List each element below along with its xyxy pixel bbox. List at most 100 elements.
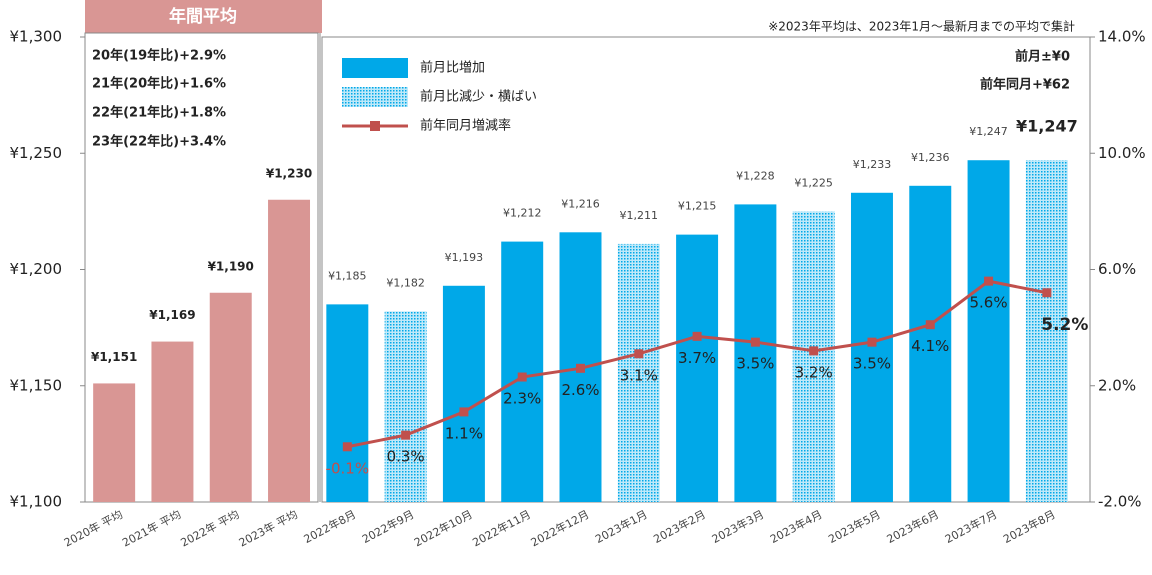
y2-tick-label: 6.0%: [1098, 260, 1136, 278]
header-box: [85, 0, 322, 33]
bar: [501, 241, 544, 502]
value-label: ¥1,228: [736, 169, 775, 182]
note: ※2023年平均は、2023年1月～最新月までの平均で集計: [768, 19, 1075, 34]
value-label: ¥1,193: [445, 251, 484, 264]
x-tick-label: 2023年1月: [593, 507, 650, 546]
x-tick-label: 2023年 平均: [236, 507, 300, 550]
y-tick-label: ¥1,300: [10, 28, 63, 46]
bar: [151, 341, 194, 502]
bar: [442, 285, 485, 502]
value-label: ¥1,225: [794, 176, 833, 189]
line-marker: [401, 430, 411, 440]
line-marker: [809, 346, 819, 356]
line-label: 1.1%: [445, 424, 483, 442]
left-frame: [84, 32, 319, 503]
x-tick-label: 2023年6月: [884, 507, 941, 546]
line-label: 5.2%: [1041, 315, 1088, 335]
line-label: 2.6%: [561, 381, 599, 399]
legend-label: 前月比減少・横ばい: [420, 89, 537, 105]
header-title: 年間平均: [169, 6, 237, 27]
line-label: 3.5%: [736, 355, 774, 373]
x-tick-label: 2022年8月: [301, 507, 358, 546]
side-note: 前年同月+¥62: [980, 77, 1070, 93]
x-tick-label: 2023年3月: [709, 507, 766, 546]
line-marker: [517, 372, 527, 382]
bar: [676, 234, 719, 502]
x-tick-label: 2023年7月: [942, 507, 999, 546]
y2-tick-label: 14.0%: [1098, 28, 1146, 46]
line-marker: [634, 349, 644, 359]
x-tick-label: 2023年4月: [768, 507, 825, 546]
line-label: 4.1%: [911, 337, 949, 355]
x-tick-label: 2023年5月: [826, 507, 883, 546]
bar: [209, 292, 252, 502]
value-label: ¥1,151: [91, 350, 137, 364]
line-label: 3.1%: [620, 366, 658, 384]
line-marker: [925, 320, 935, 330]
bar: [792, 211, 835, 502]
value-label: ¥1,230: [266, 166, 312, 180]
line-marker: [692, 331, 702, 341]
value-label: ¥1,185: [328, 269, 367, 282]
value-label: ¥1,215: [678, 200, 717, 213]
bar: [909, 185, 952, 503]
y-tick-label: ¥1,150: [10, 376, 63, 394]
value-label: ¥1,211: [620, 209, 659, 222]
line-label: 2.3%: [503, 390, 541, 408]
annotation: 21年(20年比)+1.6%: [92, 76, 226, 92]
y2-tick-label: 10.0%: [1098, 144, 1146, 162]
bar: [734, 204, 777, 502]
line-marker: [1042, 288, 1052, 298]
x-tick-label: 2023年8月: [1001, 507, 1058, 546]
line-marker: [750, 337, 760, 347]
line-marker: [459, 407, 469, 417]
y-tick-label: ¥1,200: [10, 260, 63, 278]
value-label: ¥1,216: [561, 197, 600, 210]
annotation: 23年(22年比)+3.4%: [92, 134, 226, 150]
y2-tick-label: 2.0%: [1098, 376, 1136, 394]
value-label: ¥1,247: [1016, 117, 1078, 136]
line-label: -0.1%: [326, 459, 370, 477]
x-tick-label: 2022年10月: [412, 507, 475, 549]
value-label: ¥1,169: [149, 308, 195, 322]
value-label: ¥1,212: [503, 207, 542, 220]
legend-label: 前月比増加: [420, 60, 485, 76]
x-tick-label: 2022年9月: [360, 507, 417, 546]
value-label: ¥1,247: [969, 125, 1008, 138]
y-tick-label: ¥1,100: [10, 493, 63, 511]
bar: [967, 160, 1010, 502]
line-label: 3.2%: [795, 363, 833, 381]
x-tick-label: 2022年 平均: [178, 507, 242, 550]
annotation: 20年(19年比)+2.9%: [92, 48, 226, 64]
bar: [268, 199, 311, 502]
x-tick-label: 2023年2月: [651, 507, 708, 546]
value-label: ¥1,182: [386, 276, 425, 289]
x-tick-label: 2022年11月: [470, 507, 533, 549]
bar: [93, 383, 136, 502]
line-label: 0.3%: [387, 448, 425, 466]
line-label: 5.6%: [970, 294, 1008, 312]
side-note: 前月±¥0: [1015, 49, 1070, 65]
value-label: ¥1,190: [208, 259, 254, 273]
bar: [617, 243, 660, 503]
legend-swatch: [342, 87, 408, 107]
x-tick-label: 2021年 平均: [120, 507, 184, 550]
line-label: 3.5%: [853, 355, 891, 373]
x-tick-label: 2020年 平均: [61, 507, 125, 550]
legend-marker: [370, 121, 380, 131]
x-tick-label: 2022年12月: [528, 507, 591, 549]
bar: [1025, 160, 1068, 502]
legend-label: 前年同月増減率: [420, 118, 511, 134]
y-tick-label: ¥1,250: [10, 144, 63, 162]
line-marker: [867, 337, 877, 347]
bar: [850, 192, 893, 502]
line-label: 3.7%: [678, 349, 716, 367]
bar: [384, 311, 427, 502]
value-label: ¥1,236: [911, 151, 950, 164]
legend-swatch: [342, 58, 408, 78]
line-marker: [576, 363, 585, 373]
bar: [326, 304, 369, 502]
value-label: ¥1,233: [853, 158, 892, 171]
line-marker: [342, 442, 352, 452]
